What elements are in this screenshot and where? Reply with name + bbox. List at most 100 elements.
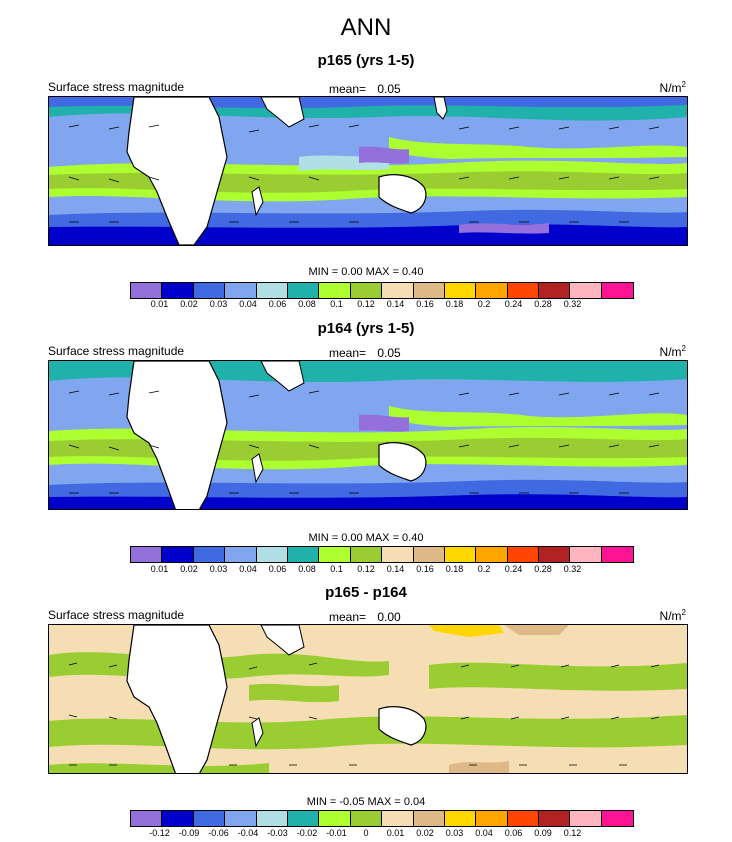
colorbar-tick-label: -0.02 — [296, 828, 318, 838]
colorbar-swatch — [413, 811, 445, 826]
colorbar-swatch — [162, 547, 194, 562]
colorbar-tick-label: -0.01 — [326, 828, 347, 838]
colorbar-tick-label: 0.04 — [475, 828, 493, 838]
panel-2-mean-value: 0.05 — [377, 346, 401, 360]
colorbar-swatch — [601, 283, 634, 298]
panel-3-title: p165 - p164 — [325, 584, 407, 601]
colorbar-swatch — [193, 811, 226, 826]
colorbar-tick-label: 0.08 — [298, 564, 316, 574]
colorbar-swatch — [193, 547, 226, 562]
colorbar-tick-label: 0.04 — [239, 299, 257, 309]
colorbar-tick-label: 0.1 — [330, 299, 343, 309]
colorbar-tick-label: 0.02 — [180, 564, 198, 574]
colorbar-swatch — [131, 283, 163, 298]
colorbar-swatch — [539, 811, 571, 826]
colorbar-swatch — [350, 811, 383, 826]
colorbar-swatch — [287, 547, 320, 562]
colorbar-swatch — [507, 547, 540, 562]
panel-1-mean-value: 0.05 — [377, 82, 401, 96]
colorbar-tick-label: 0.2 — [477, 299, 491, 309]
colorbar-swatch — [601, 811, 634, 826]
panel-3-mean-value: 0.00 — [377, 610, 401, 624]
panel-3-minmax: MIN = -0.05 MAX = 0.04 — [306, 796, 426, 808]
colorbar-tick-label: 0.02 — [180, 299, 198, 309]
panel-2-colorbar — [130, 546, 635, 563]
colorbar-swatch — [570, 811, 602, 826]
colorbar-swatch — [131, 811, 163, 826]
colorbar-tick-label: 0.12 — [563, 828, 582, 838]
colorbar-tick-label: -0.12 — [149, 828, 170, 838]
panel-2-title: p164 (yrs 1-5) — [317, 320, 415, 337]
colorbar-tick-label: 0.06 — [504, 828, 523, 838]
colorbar-tick-label: 0.06 — [268, 564, 287, 574]
colorbar-swatch — [444, 811, 477, 826]
colorbar-tick-label: 0.06 — [268, 299, 287, 309]
colorbar-swatch — [225, 547, 257, 562]
colorbar-tick-label: 0.32 — [563, 299, 582, 309]
colorbar-tick-label: -0.09 — [178, 828, 200, 838]
colorbar-tick-label: 0.01 — [150, 564, 169, 574]
colorbar-swatch — [413, 547, 445, 562]
panel-3-mean-label: mean= — [329, 610, 367, 624]
colorbar-swatch — [319, 547, 351, 562]
colorbar-swatch — [162, 283, 194, 298]
colorbar-tick-label: 0.24 — [504, 299, 523, 309]
colorbar-tick-label: 0.14 — [386, 299, 405, 309]
colorbar-tick-label: 0.03 — [209, 299, 228, 309]
panel-2-mean: mean= 0.05 — [329, 346, 401, 360]
colorbar-swatch — [382, 547, 414, 562]
panel-2-minmax: MIN = 0.00 MAX = 0.40 — [308, 532, 424, 544]
colorbar-tick-label: 0.2 — [477, 564, 491, 574]
colorbar-tick-label: 0.18 — [445, 299, 464, 309]
colorbar-tick-label: 0.09 — [534, 828, 552, 838]
panel-3-mean: mean= 0.00 — [329, 610, 401, 624]
colorbar-swatch — [382, 811, 414, 826]
panel-1-colorbar-ticks: 0.01 0.02 0.03 0.04 0.06 0.08 0.1 0.12 0.14 0.16 0… — [130, 299, 602, 311]
colorbar-swatch — [507, 283, 540, 298]
panel-2-units: N/m2 — [659, 344, 686, 359]
colorbar-tick-label: 0.12 — [357, 299, 375, 309]
colorbar-tick-label: 0.04 — [239, 564, 257, 574]
colorbar-tick-label: 0.12 — [357, 564, 375, 574]
colorbar-swatch — [131, 547, 163, 562]
colorbar-tick-label: 0.03 — [209, 564, 228, 574]
colorbar-swatch — [193, 283, 226, 298]
colorbar-swatch — [382, 283, 414, 298]
colorbar-swatch — [287, 283, 320, 298]
colorbar-swatch — [444, 547, 477, 562]
colorbar-swatch — [539, 547, 571, 562]
colorbar-swatch — [256, 547, 288, 562]
colorbar-swatch — [570, 283, 602, 298]
colorbar-tick-label: 0.03 — [445, 828, 464, 838]
colorbar-tick-label: 0.28 — [534, 299, 552, 309]
colorbar-swatch — [539, 283, 571, 298]
colorbar-swatch — [601, 547, 634, 562]
panel-3-map — [48, 624, 688, 774]
panel-1-mean: mean= 0.05 — [329, 82, 401, 96]
colorbar-swatch — [444, 283, 477, 298]
panel-3-units: N/m2 — [659, 608, 686, 623]
colorbar-tick-label: 0.1 — [330, 564, 343, 574]
colorbar-tick-label: 0.16 — [416, 299, 434, 309]
panel-1-map — [48, 96, 688, 246]
colorbar-tick-label: -0.03 — [267, 828, 288, 838]
colorbar-tick-label: 0.16 — [416, 564, 434, 574]
colorbar-swatch — [476, 547, 508, 562]
colorbar-tick-label: 0.08 — [298, 299, 316, 309]
colorbar-swatch — [413, 283, 445, 298]
colorbar-swatch — [225, 811, 257, 826]
colorbar-tick-label: 0.18 — [445, 564, 464, 574]
colorbar-swatch — [256, 811, 288, 826]
colorbar-tick-label: 0.02 — [416, 828, 434, 838]
panel-1-variable-label: Surface stress magnitude — [48, 80, 185, 94]
panel-2-colorbar-ticks: 0.01 0.02 0.03 0.04 0.06 0.08 0.1 0.12 0.14 0.16 0… — [130, 564, 602, 576]
colorbar-swatch — [350, 547, 383, 562]
colorbar-swatch — [476, 811, 508, 826]
colorbar-swatch — [476, 283, 508, 298]
colorbar-tick-label: 0 — [363, 828, 369, 838]
colorbar-swatch — [507, 811, 540, 826]
colorbar-swatch — [319, 811, 351, 826]
panel-2-map — [48, 360, 688, 510]
colorbar-tick-label: 0.14 — [386, 564, 405, 574]
colorbar-tick-label: 0.01 — [386, 828, 405, 838]
